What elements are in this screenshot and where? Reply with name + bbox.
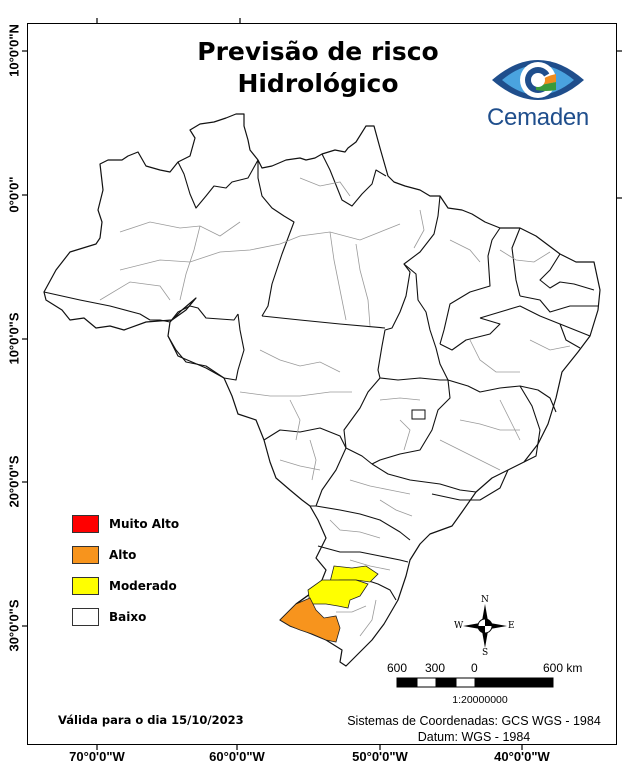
north-arrow	[463, 604, 507, 648]
title-line-1: Previsão de risco	[197, 37, 439, 66]
compass-west-label: W	[454, 621, 464, 631]
cemaden-logo-icon	[492, 60, 584, 100]
scale-ratio: 1:20000000	[452, 694, 508, 706]
compass-east-label: E	[508, 621, 515, 631]
title-line-2: Hidrológico	[237, 69, 399, 98]
moderado-region-rs	[307, 579, 369, 609]
lon-label-60w: 60°0'0"W	[209, 749, 265, 764]
scale-label-300: 300	[425, 661, 446, 675]
scale-label-0: 0	[471, 661, 478, 675]
alto-region-rs	[279, 597, 341, 643]
legend-item-moderado: Moderado	[72, 570, 179, 601]
country-outline	[43, 113, 601, 667]
lat-label-20s: 20°0'0"S	[6, 455, 22, 508]
scale-label-600-km: 600 km	[543, 661, 583, 675]
legend-item-muito-alto: Muito Alto	[72, 508, 179, 539]
cemaden-logo-text: Cemaden	[487, 104, 589, 131]
lat-label-10s: 10°0'0"S	[6, 312, 22, 365]
legend-swatch-moderado	[72, 576, 99, 595]
legend: Muito Alto Alto Moderado Baixo	[72, 508, 179, 632]
frame-ticks	[22, 18, 622, 750]
compass-north-label: N	[481, 595, 489, 605]
legend-item-alto: Alto	[72, 539, 179, 570]
legend-label: Moderado	[109, 578, 177, 593]
compass-south-label: S	[482, 648, 489, 658]
legend-swatch-alto	[72, 545, 99, 564]
state-borders	[43, 153, 598, 605]
scale-bar	[396, 677, 554, 688]
legend-swatch-muito-alto	[72, 514, 99, 533]
lon-label-50w: 50°0'0"W	[352, 749, 408, 764]
risk-areas	[279, 565, 379, 643]
validity-date: Válida para o dia 15/10/2023	[58, 713, 244, 727]
lat-label-0: 0°0'0"	[6, 176, 22, 213]
coordinate-system: Sistemas de Coordenadas: GCS WGS - 1984 …	[338, 713, 610, 745]
scale-label-600-left: 600	[387, 661, 408, 675]
map-title: Previsão de risco Hidrológico	[150, 36, 486, 100]
region-borders	[99, 177, 571, 637]
datum-label: Datum: WGS - 1984	[417, 730, 531, 744]
lon-label-40w: 40°0'0"W	[494, 749, 550, 764]
legend-label: Muito Alto	[109, 516, 180, 531]
legend-label: Alto	[109, 547, 137, 562]
lat-label-30s: 30°0'0"S	[6, 599, 22, 652]
legend-item-baixo: Baixo	[72, 601, 179, 632]
legend-label: Baixo	[109, 609, 147, 624]
distrito-federal	[411, 409, 426, 420]
lat-label-10n: 10°0'0"N	[6, 24, 22, 77]
lon-label-70w: 70°0'0"W	[69, 749, 125, 764]
coord-system-label: Sistemas de Coordenadas: GCS WGS - 1984	[347, 714, 601, 728]
legend-swatch-baixo	[72, 607, 99, 626]
